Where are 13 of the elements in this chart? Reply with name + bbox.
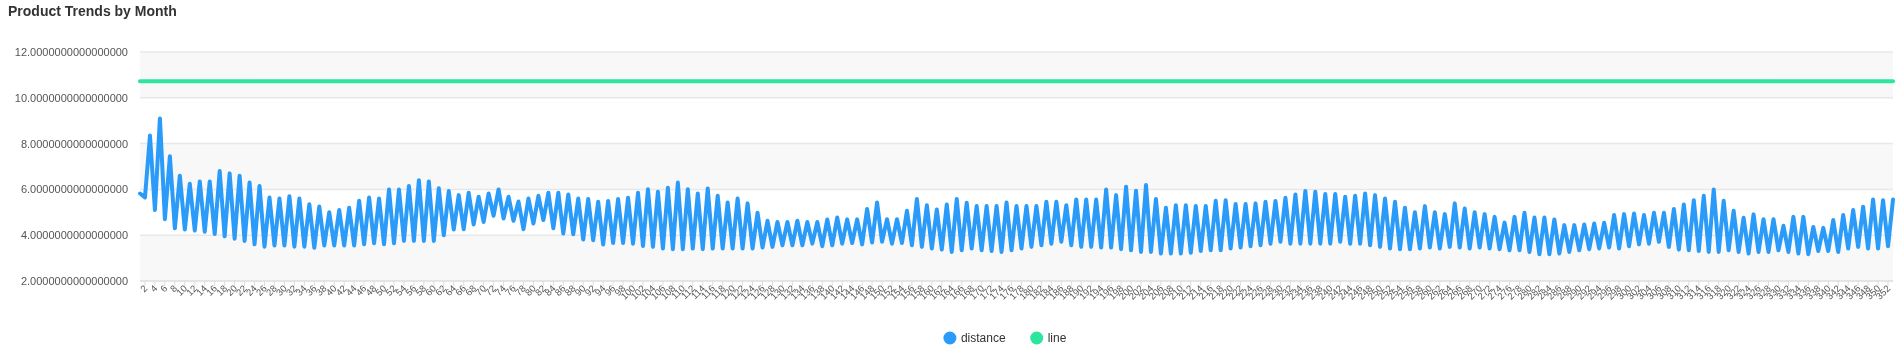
x-tick-label: 4 xyxy=(147,282,160,295)
y-tick-label: 2.0000000000000000 xyxy=(20,275,128,287)
x-tick-label: 2 xyxy=(137,282,150,295)
y-tick-label: 12.0000000000000000 xyxy=(14,46,128,58)
x-tick-label: 6 xyxy=(157,282,170,295)
chart-title: Product Trends by Month xyxy=(8,3,177,19)
legend-label: line xyxy=(1047,331,1067,345)
y-tick-label: 8.0000000000000000 xyxy=(20,137,128,150)
y-tick-label: 6.0000000000000000 xyxy=(20,183,128,196)
y-tick-label: 10.0000000000000000 xyxy=(14,91,128,104)
y-tick-label: 4.0000000000000000 xyxy=(20,229,128,242)
legend-label: distance xyxy=(960,331,1006,345)
line-series xyxy=(138,116,1895,257)
